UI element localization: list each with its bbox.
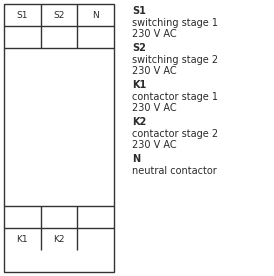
Text: contactor stage 1: contactor stage 1: [132, 92, 218, 102]
Text: K2: K2: [132, 117, 146, 127]
Text: S1: S1: [132, 6, 146, 16]
Text: K2: K2: [53, 235, 65, 243]
Text: K1: K1: [16, 235, 28, 243]
Text: 230 V AC: 230 V AC: [132, 66, 177, 76]
Text: contactor stage 2: contactor stage 2: [132, 129, 218, 139]
Text: N: N: [92, 10, 99, 20]
Text: S2: S2: [132, 43, 146, 53]
Text: 230 V AC: 230 V AC: [132, 140, 177, 150]
Text: K1: K1: [132, 80, 146, 90]
Text: N: N: [132, 154, 140, 164]
Text: S1: S1: [17, 10, 28, 20]
Bar: [4, 4, 114, 272]
Text: neutral contactor: neutral contactor: [132, 166, 217, 176]
Text: switching stage 1: switching stage 1: [132, 18, 218, 28]
Text: switching stage 2: switching stage 2: [132, 55, 218, 65]
Text: 230 V AC: 230 V AC: [132, 29, 177, 39]
Text: 230 V AC: 230 V AC: [132, 103, 177, 113]
Text: S2: S2: [53, 10, 65, 20]
